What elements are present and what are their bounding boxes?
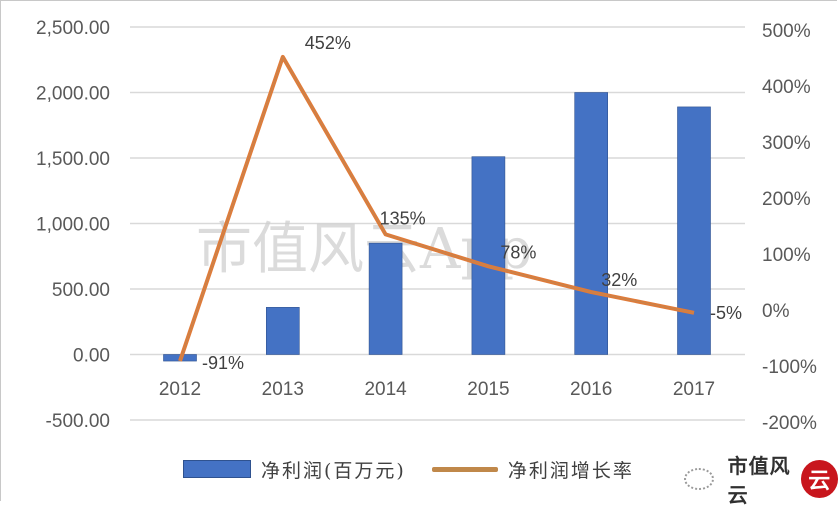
line-series <box>178 54 695 362</box>
legend: 净利润(百万元) 净利润增长率 <box>183 454 660 484</box>
legend-item-net-profit: 净利润(百万元) <box>183 456 406 483</box>
bar <box>574 92 609 355</box>
gridlines <box>130 26 745 421</box>
legend-item-growth-rate: 净利润增长率 <box>431 456 634 483</box>
bar-series <box>163 92 711 362</box>
right-tick-label: 200% <box>762 189 811 210</box>
growth-data-label: -5% <box>710 303 742 323</box>
category-label: 2015 <box>467 379 509 400</box>
growth-data-label: 78% <box>500 242 536 262</box>
bar <box>368 242 403 355</box>
growth-line <box>178 54 695 362</box>
wechat-icon <box>684 468 714 490</box>
right-tick-label: 500% <box>762 21 811 42</box>
right-tick-label: -200% <box>762 413 817 434</box>
bar-swatch-icon <box>183 460 251 478</box>
bar <box>471 156 506 355</box>
growth-data-label: 135% <box>380 208 426 228</box>
category-label: 2013 <box>262 379 304 400</box>
right-tick-label: 300% <box>762 133 811 154</box>
line-data-labels: -91% 452% 135% 78% 32% -5% <box>202 33 742 373</box>
legend-label-growth-rate: 净利润增长率 <box>507 459 634 482</box>
growth-data-label: 452% <box>305 33 351 53</box>
bar <box>265 307 300 355</box>
category-label: 2014 <box>364 379 407 400</box>
brand-name: 市值风云 <box>727 454 791 507</box>
left-tick-label: -500.00 <box>46 411 110 432</box>
legend-label-net-profit: 净利润(百万元) <box>261 459 406 482</box>
right-axis-ticks: -200% -100% 0% 100% 200% 300% 400% 500% <box>762 21 817 434</box>
left-tick-label: 1,000.00 <box>36 215 110 236</box>
bar <box>677 106 711 355</box>
left-tick-label: 500.00 <box>52 280 110 301</box>
right-tick-label: 0% <box>762 301 790 322</box>
left-tick-label: 2,000.00 <box>36 84 110 105</box>
line-swatch-icon <box>431 466 498 472</box>
category-label: 2017 <box>673 379 715 400</box>
category-label: 2016 <box>570 379 612 400</box>
category-labels: 2012 2013 2014 2015 2016 2017 <box>159 379 715 400</box>
left-tick-label: 0.00 <box>73 346 110 367</box>
right-tick-label: 100% <box>762 245 811 266</box>
growth-data-label: 32% <box>601 270 637 290</box>
brand-seal-icon: 云 <box>800 460 838 498</box>
left-axis-ticks: -500.00 0.00 500.00 1,000.00 1,500.00 2,000.0… <box>36 18 110 432</box>
growth-data-label: -91% <box>202 353 244 373</box>
right-tick-label: 400% <box>762 77 811 98</box>
growth-line-highlight <box>179 55 695 362</box>
right-tick-label: -100% <box>762 357 817 378</box>
left-tick-label: 2,500.00 <box>36 18 110 39</box>
brand-badge: 市值风云 云 <box>684 450 838 508</box>
category-label: 2012 <box>159 379 201 400</box>
left-tick-label: 1,500.00 <box>36 149 110 170</box>
